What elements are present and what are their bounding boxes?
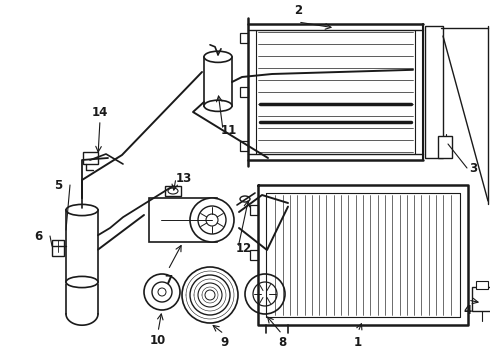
Circle shape [144,274,180,310]
Bar [149,198,217,242]
Circle shape [206,214,218,226]
Text: 12: 12 [236,242,252,255]
Ellipse shape [66,204,98,216]
Text: 6: 6 [34,230,42,243]
Ellipse shape [66,276,98,288]
Bar [438,136,452,158]
Circle shape [182,267,238,323]
Bar [476,281,488,289]
Circle shape [245,274,285,314]
Ellipse shape [240,196,250,202]
Circle shape [205,290,215,300]
Circle shape [158,288,166,296]
Bar [52,240,64,256]
Bar [66,210,98,282]
Text: 13: 13 [176,171,192,185]
Circle shape [152,282,172,302]
Bar [472,287,490,311]
Text: 10: 10 [150,333,166,346]
Bar [240,87,248,97]
Text: 1: 1 [354,336,362,348]
Bar [250,295,258,305]
Text: 8: 8 [278,336,286,348]
Bar [250,205,258,215]
Ellipse shape [204,100,232,111]
Bar [425,26,443,158]
Bar [250,250,258,260]
Text: 11: 11 [221,123,237,136]
Bar [165,186,181,196]
Bar [240,33,248,43]
Text: 7: 7 [164,274,172,287]
Text: 2: 2 [294,4,302,17]
Bar [83,152,98,164]
Text: 4: 4 [464,303,472,316]
Circle shape [190,275,230,315]
Bar [204,57,232,106]
Ellipse shape [204,51,232,62]
Circle shape [253,282,277,306]
Text: 9: 9 [220,336,228,348]
Circle shape [198,283,222,307]
Ellipse shape [168,188,178,194]
Text: 5: 5 [54,179,62,192]
Text: 3: 3 [469,162,477,175]
Circle shape [198,206,226,234]
Text: 14: 14 [92,105,108,118]
Bar [240,141,248,151]
Circle shape [190,198,234,242]
